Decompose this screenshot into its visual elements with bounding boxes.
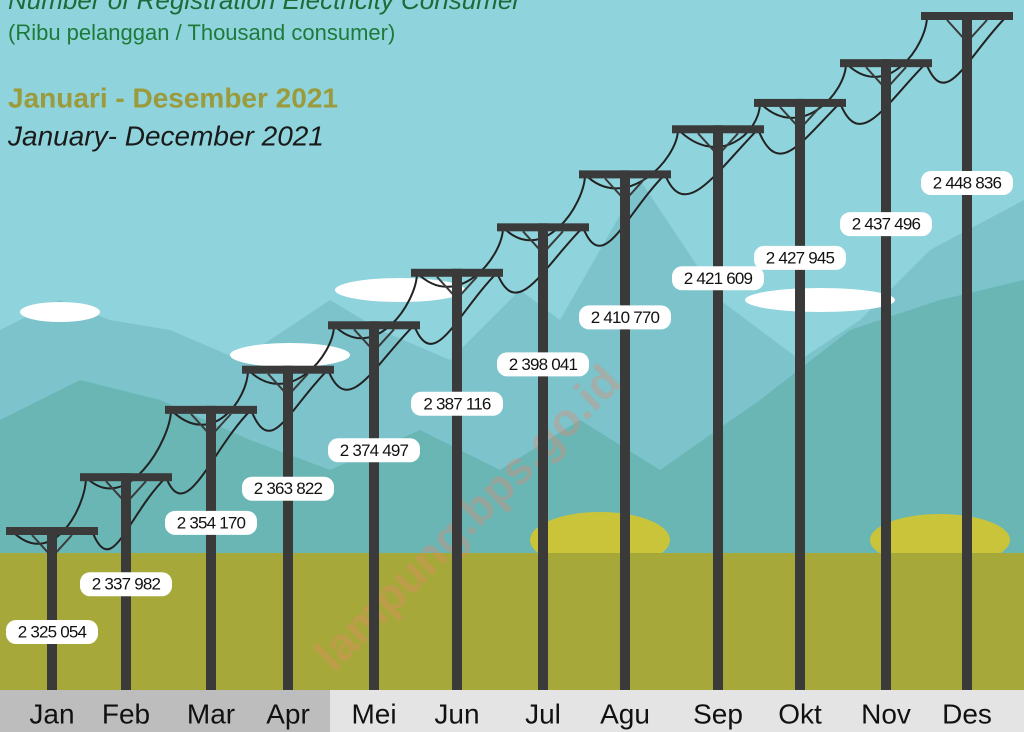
pole bbox=[713, 125, 723, 690]
cloud bbox=[230, 343, 350, 367]
crossarm bbox=[754, 99, 846, 107]
crossarm bbox=[579, 170, 671, 178]
value-label: 2 410 770 bbox=[591, 308, 660, 327]
crossarm bbox=[165, 406, 257, 414]
x-tick-label: Sep bbox=[693, 698, 743, 729]
pole bbox=[47, 527, 57, 690]
value-label: 2 374 497 bbox=[340, 441, 409, 460]
crossarm bbox=[672, 125, 764, 133]
chart-title: Number of Registration Electricity Consu… bbox=[8, 0, 522, 15]
value-label: 2 363 822 bbox=[254, 479, 323, 498]
pole bbox=[283, 366, 293, 690]
crossarm bbox=[328, 321, 420, 329]
value-label: 2 398 041 bbox=[509, 355, 578, 374]
crossarm bbox=[840, 59, 932, 67]
pole bbox=[962, 12, 972, 690]
crossarm bbox=[921, 12, 1013, 20]
value-label: 2 325 054 bbox=[18, 622, 87, 641]
crossarm bbox=[497, 223, 589, 231]
value-label: 2 437 496 bbox=[852, 215, 921, 234]
cloud bbox=[745, 288, 895, 312]
pole bbox=[795, 99, 805, 690]
period-id: Januari - Desember 2021 bbox=[8, 82, 338, 113]
cloud bbox=[20, 302, 100, 322]
cloud bbox=[335, 278, 465, 302]
x-tick-label: Jan bbox=[29, 698, 74, 729]
crossarm bbox=[6, 527, 98, 535]
x-tick-label: Okt bbox=[778, 698, 822, 729]
value-label: 2 354 170 bbox=[177, 513, 246, 532]
x-tick-label: Jul bbox=[525, 698, 561, 729]
x-tick-label: Nov bbox=[861, 698, 911, 729]
x-tick-label: Jun bbox=[434, 698, 479, 729]
pole bbox=[452, 269, 462, 690]
pole bbox=[369, 321, 379, 690]
pole bbox=[206, 406, 216, 690]
x-tick-label: Agu bbox=[600, 698, 650, 729]
x-tick-label: Mar bbox=[187, 698, 235, 729]
value-label: 2 387 116 bbox=[423, 394, 491, 413]
page: {"chart_data": {"type": "bar", "title": … bbox=[0, 0, 1024, 732]
period-en: January- December 2021 bbox=[7, 120, 324, 151]
crossarm bbox=[80, 473, 172, 481]
x-tick-label: Mei bbox=[351, 698, 396, 729]
pole bbox=[620, 170, 630, 690]
x-tick-label: Apr bbox=[266, 698, 310, 729]
crossarm bbox=[411, 269, 503, 277]
chart: lampung.bps.go.id Number of Registration… bbox=[0, 0, 1024, 732]
crossarm bbox=[242, 366, 334, 374]
subtitle: (Ribu pelanggan / Thousand consumer) bbox=[8, 20, 395, 45]
x-tick-label: Des bbox=[942, 698, 992, 729]
pole bbox=[881, 59, 891, 690]
value-label: 2 448 836 bbox=[933, 173, 1002, 192]
x-tick-label: Feb bbox=[102, 698, 150, 729]
pole bbox=[538, 223, 548, 690]
value-label: 2 337 982 bbox=[92, 575, 161, 594]
value-label: 2 421 609 bbox=[684, 269, 753, 288]
value-label: 2 427 945 bbox=[766, 248, 835, 267]
